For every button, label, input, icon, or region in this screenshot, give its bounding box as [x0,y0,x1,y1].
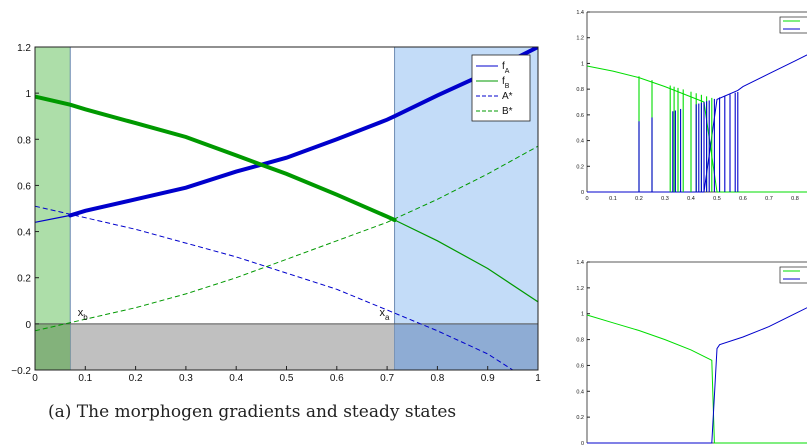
small-chart-top-legend-box [779,16,807,34]
series-B-star [35,145,538,332]
small-chart-top-y-tick-label: 1.4 [576,10,584,16]
small-chart-top-y-tick-label: 0.8 [576,87,584,93]
small-chart-top-x-tick-label: 0.1 [609,196,617,202]
small-chart-bottom-y-tick-label: 0.6 [576,363,584,369]
small-chart-top-x-tick-label: 0.3 [661,196,669,202]
x-tick-label: 0.4 [229,373,243,384]
x-tick-label: 0.3 [179,373,193,384]
small-chart-bottom-y-tick-label: 0 [581,441,584,447]
legend-label: A* [502,91,513,102]
x-tick-label: 0.8 [430,373,444,384]
y-tick-label: 1 [25,89,31,100]
small-chart-top-x-tick-label: 0.7 [765,196,773,202]
small-chart-top-y-tick-label: 0.2 [576,164,584,170]
y-tick-label: 0.6 [17,181,31,192]
legend-label: fB [502,76,510,90]
small-chart-top-x-tick-label: 0.6 [739,196,747,202]
small-chart-bottom-series-1 [587,307,807,444]
small-chart-bottom-y-tick-label: 0.2 [576,415,584,421]
shaded-region-0 [35,47,71,370]
small-chart-top-y-tick-label: 0 [581,190,584,196]
small-chart-bottom: 0 0.2 0.4 0.6 0.8 1 1.2 1.4 [576,260,807,447]
small-chart-top-y-tick-label: 1 [581,61,584,67]
region-overlap-0 [35,323,71,370]
legend-box [471,54,531,122]
legend-label: B* [502,106,513,117]
small-chart-top-x-tick-label: 0.8 [791,196,799,202]
small-chart-bottom-series-0 [586,314,807,444]
y-tick-label: 0 [25,320,31,331]
small-chart-top-series-0 [586,65,807,193]
x-tick-label: 0.9 [481,373,495,384]
x-tick-label: 0.7 [380,373,394,384]
small-chart-top-series-1 [587,54,807,193]
small-chart-top-y-tick-label: 1.2 [576,36,584,42]
small-chart-top: 0 0.2 0.4 0.6 0.8 1 1.2 1.4 0 0.1 0.2 0.3 0.4 0.5 0.6 0… [576,10,807,202]
small-chart-bottom-y-tick-label: 0.8 [576,338,584,344]
region-label-b: xb [78,307,89,322]
small-chart-top-x-tick-label: 0 [585,196,588,202]
small-chart-bottom-y-tick-label: 0.4 [576,389,584,395]
main-chart: xb xa0 0.1 0.2 0.3 0.4 0.5 0.6 0.7 0.8 0.9 1−0.200.… [11,43,541,384]
x-tick-label: 0 [32,373,38,384]
y-tick-label: −0.2 [11,366,31,377]
small-chart-bottom-y-tick-label: 1 [581,312,584,318]
small-chart-top-x-tick-label: 0.4 [687,196,695,202]
series-f_A-thick [68,47,538,218]
y-tick-label: 0.4 [17,228,31,239]
legend-label: fA [502,61,510,75]
series-A-star [35,205,514,370]
series-f_B-thick [35,94,397,222]
main-plot-area [35,47,538,370]
small-chart-top-x-tick-label: 0.5 [713,196,721,202]
x-tick-label: 1 [535,373,541,384]
y-tick-label: 0.8 [17,135,31,146]
x-tick-label: 0.1 [78,373,92,384]
y-tick-label: 0.2 [17,274,31,285]
caption: (a) The morphogen gradients and steady s… [48,402,457,422]
x-tick-label: 0.6 [330,373,344,384]
small-chart-top-y-tick-label: 0.4 [576,139,584,145]
small-chart-top-x-tick-label: 0.2 [635,196,643,202]
small-chart-bottom-y-tick-label: 1.4 [576,260,584,266]
x-tick-label: 0.2 [129,373,143,384]
small-chart-bottom-legend-box [779,266,807,284]
y-tick-label: 1.2 [17,43,31,54]
small-chart-bottom-y-tick-label: 1.2 [576,286,584,292]
x-tick-label: 0.5 [280,373,294,384]
region-label-a: xa [380,307,391,322]
small-chart-top-y-tick-label: 0.6 [576,113,584,119]
region-overlap-1 [394,323,538,370]
